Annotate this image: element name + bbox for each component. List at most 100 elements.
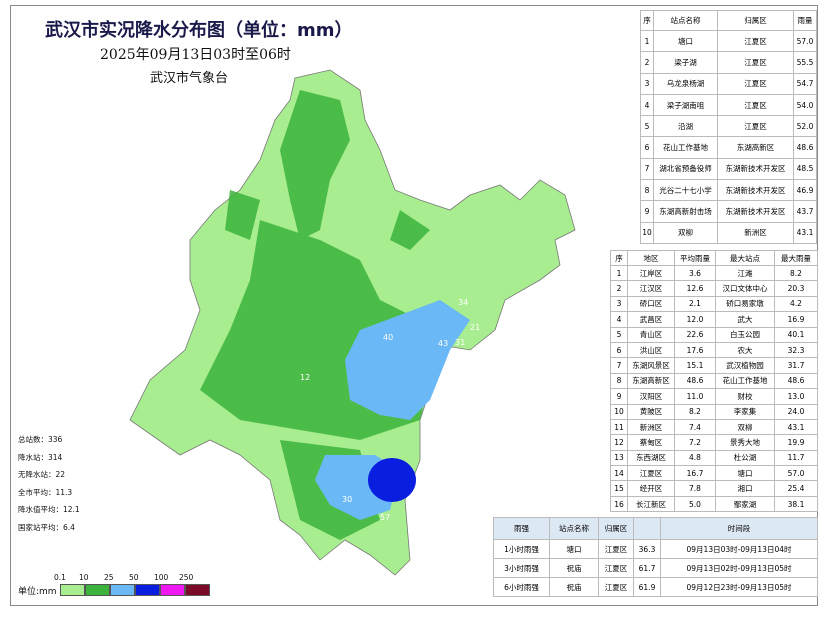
cell: 硚口易家墩 [715,295,775,313]
cell: 东湖高新区 [717,136,794,159]
cell: 09月12日23时-09月13日05时 [660,577,818,597]
cell: 汉阳区 [627,388,675,405]
cell: 湘口 [715,480,775,497]
cell: 54.0 [793,93,817,117]
cell: 46.9 [793,179,817,202]
cell: 9 [640,200,654,223]
cell: 3小时雨强 [493,558,550,578]
cell: 东湖新技术开发区 [717,200,794,223]
cell: 22.6 [674,326,716,343]
cell: 16 [610,495,628,513]
cell: 15.1 [674,357,716,374]
legend-label: 100 [154,573,169,582]
header-cell: 站点名称 [549,517,599,540]
cell: 48.6 [793,136,817,159]
map-value: 21 [470,323,480,332]
row: 1 江岸区 3.6 江滩 8.2 [610,264,818,282]
header-cell: 序 [640,10,654,31]
header-cell: 序 [610,250,628,266]
row: 9 汉阳区 11.0 财校 13.0 [610,388,818,405]
stat: 降水值平均：12.1 [18,505,80,514]
cell: 梁子湖 [653,51,718,74]
row: 13 东西湖区 4.8 杜公湖 11.7 [610,449,818,467]
stat: 全市平均：11.3 [18,487,73,497]
cell: 农大 [715,341,775,359]
data-table: 雨强 站点名称 归属区 时间段 1小时雨强 塘口 江夏区 36.3 09月13日03时-09月1… [493,517,818,597]
cell: 硚口区 [627,295,675,313]
cell: 36.3 [633,539,661,559]
cell: 48.5 [793,157,817,181]
cell: 东湖风景区 [627,357,675,374]
cell: 8 [640,179,654,202]
cell: 17.6 [674,341,716,359]
row: 2 梁子湖 江夏区 55.5 [640,51,817,74]
cell: 6小时雨强 [493,577,550,597]
legend-label: 10 [79,573,89,582]
stat: 降水站：314 [18,452,63,462]
row: 2 江汉区 12.6 汉口文体中心 20.3 [610,280,818,297]
cell: 杜公湖 [715,449,775,467]
row: 3小时雨强 祝庙 江夏区 61.7 09月13日02时-09月13日05时 [493,558,818,578]
cell: 2.1 [674,295,716,313]
cell: 东西湖区 [627,449,675,467]
cell: 花山工作基地 [715,372,775,390]
cell: 19.9 [774,434,818,451]
cell: 16.7 [674,465,716,482]
map-value: 40 [383,333,393,342]
cell: 沿湖 [653,115,718,138]
cell: 43.7 [793,200,817,223]
cell: 9 [610,388,628,405]
cell: 13 [610,449,628,467]
cell: 6 [640,136,654,159]
legend-swatch [60,584,85,596]
cell: 12.6 [674,280,716,297]
cell: 61.7 [633,558,661,578]
map-value: 43 [438,339,448,348]
header-row: 序地区 平均雨量 最大站点 最大雨量 [610,250,818,266]
cell: 12 [610,434,628,451]
cell: 2 [610,280,628,297]
cell: 5.0 [674,495,716,513]
stat: 总站数：336 [18,435,63,444]
rain-zone [200,90,440,540]
row: 3 乌龙泉杨湖 江夏区 54.7 [640,72,817,95]
cell: 8.2 [774,264,818,282]
cell: 祝庙 [549,558,599,578]
cell: 江夏区 [717,115,794,138]
cell: 李家集 [715,403,775,420]
cell: 祝庙 [549,577,599,597]
cell: 3 [610,295,628,313]
row: 15 经开区 7.8 湘口 25.4 [610,480,818,497]
map-value: 12 [300,373,310,382]
cell: 财校 [715,388,775,405]
cell: 景秀大地 [715,434,775,451]
cell: 6 [610,341,628,359]
cell: 7 [610,357,628,374]
cell: 鄢家湖 [715,495,775,513]
header-cell: 地区 [627,250,675,266]
cell: 江夏区 [717,72,794,95]
cell: 38.1 [774,495,818,513]
row: 1小时雨强 塘口 江夏区 36.3 09月13日03时-09月13日04时 [493,539,818,559]
header-cell [633,517,661,540]
cell: 11 [610,418,628,436]
cell: 57.0 [793,29,817,53]
cell: 32.3 [774,341,818,359]
legend-swatch [160,584,185,596]
cell: 7.8 [674,480,716,497]
map-value: 57 [380,513,390,522]
cell: 白玉公园 [715,326,775,343]
cell: 7.4 [674,418,716,436]
cell: 57.0 [774,465,818,482]
header-row: 雨强 站点名称 归属区 时间段 [493,517,818,540]
row: 4 梁子湖南咀 江夏区 54.0 [640,93,817,117]
legend-label: 0.1 [54,573,66,582]
row: 9 东湖高新射击场 东湖新技术开发区 43.7 [640,200,817,223]
title: 武汉市实况降水分布图（单位：mm） [45,20,353,41]
row: 5 青山区 22.6 白玉公园 40.1 [610,326,818,343]
cell: 3 [640,72,654,95]
issuer: 武汉市气象台 [150,71,229,86]
cell: 江夏区 [717,29,794,53]
row: 5 沿湖 江夏区 52.0 [640,115,817,138]
